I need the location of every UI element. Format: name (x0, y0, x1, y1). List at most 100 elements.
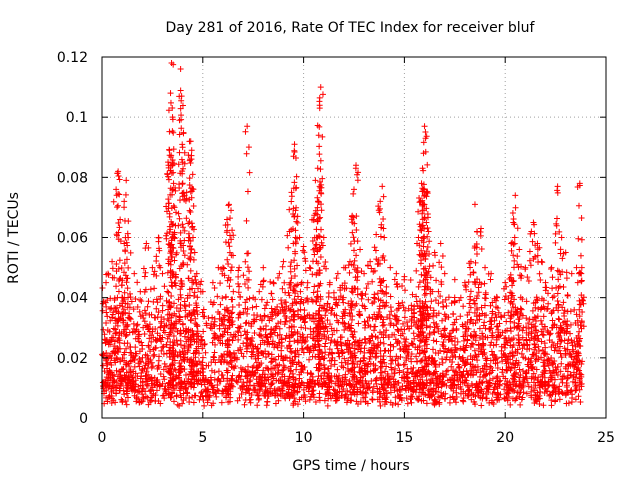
data-point (163, 363, 170, 370)
data-point (392, 394, 399, 401)
data-point (317, 166, 324, 173)
data-point (576, 367, 583, 374)
data-point (410, 330, 417, 337)
data-point (240, 309, 247, 316)
data-point (294, 401, 301, 408)
data-point (558, 360, 565, 367)
data-point (536, 401, 543, 408)
data-point (240, 272, 247, 279)
data-point (311, 251, 318, 258)
data-point (501, 395, 508, 402)
data-point (467, 288, 474, 295)
data-point (537, 317, 544, 324)
data-point (517, 401, 524, 408)
data-point (536, 270, 543, 277)
data-point (575, 202, 582, 209)
data-point (480, 368, 487, 375)
data-point (177, 301, 184, 308)
data-point (517, 272, 524, 279)
data-point (362, 291, 369, 298)
data-point (431, 324, 438, 331)
data-point (285, 244, 292, 251)
data-point (369, 396, 376, 403)
data-point (316, 105, 323, 112)
data-point (218, 399, 225, 406)
data-point (145, 298, 152, 305)
data-point (178, 156, 185, 163)
data-point (317, 253, 324, 260)
data-point (347, 240, 354, 247)
data-point (161, 385, 168, 392)
data-point (483, 395, 490, 402)
data-point (186, 395, 193, 402)
data-point (188, 147, 195, 154)
data-point (371, 323, 378, 330)
data-point (351, 186, 357, 193)
data-point (381, 234, 388, 241)
data-point (362, 394, 369, 401)
data-point (519, 334, 526, 341)
data-point (308, 371, 315, 378)
data-point (254, 391, 261, 398)
data-point (312, 398, 319, 405)
data-point (279, 285, 286, 292)
data-point (243, 296, 250, 303)
data-point (466, 386, 473, 393)
data-point (554, 183, 561, 190)
data-point (260, 264, 267, 271)
data-point (110, 198, 117, 205)
data-point (176, 308, 183, 315)
data-point (185, 375, 192, 382)
data-point (574, 349, 581, 356)
data-point (355, 311, 362, 318)
data-point (298, 324, 305, 331)
data-point (441, 270, 448, 277)
data-point (123, 177, 130, 184)
data-point (425, 214, 432, 221)
data-point (157, 324, 164, 331)
data-point (354, 277, 361, 284)
data-point (176, 215, 183, 222)
data-point (489, 367, 496, 374)
data-point (511, 234, 518, 241)
data-point (377, 364, 384, 371)
data-point (174, 401, 181, 408)
data-point (166, 213, 173, 220)
data-point (261, 305, 268, 312)
data-point (217, 301, 224, 308)
data-point (478, 402, 485, 409)
data-point (220, 375, 227, 382)
data-point (173, 305, 180, 312)
data-point (482, 264, 489, 271)
data-point (312, 325, 319, 332)
data-point (168, 293, 175, 300)
data-point (314, 122, 321, 129)
y-tick-label: 0.04 (57, 291, 88, 307)
data-point (519, 327, 526, 334)
data-point (511, 319, 518, 326)
data-point (167, 394, 174, 401)
data-point (312, 177, 319, 184)
data-point (563, 275, 570, 282)
data-point (316, 94, 323, 101)
data-point (537, 277, 544, 284)
data-point (222, 293, 229, 300)
data-point (227, 215, 234, 222)
data-point (371, 291, 378, 298)
data-point (316, 397, 323, 404)
data-point (170, 180, 177, 187)
data-point (540, 313, 547, 320)
data-point (408, 399, 415, 406)
data-point (118, 282, 125, 289)
data-point (103, 309, 110, 316)
data-point (270, 375, 277, 382)
data-point (452, 399, 459, 406)
data-point (244, 264, 251, 271)
data-point (238, 350, 245, 357)
data-point (468, 340, 475, 347)
data-point (187, 138, 194, 145)
data-point (371, 244, 378, 251)
data-point (511, 388, 518, 395)
data-point (439, 359, 446, 366)
data-point (395, 361, 402, 368)
